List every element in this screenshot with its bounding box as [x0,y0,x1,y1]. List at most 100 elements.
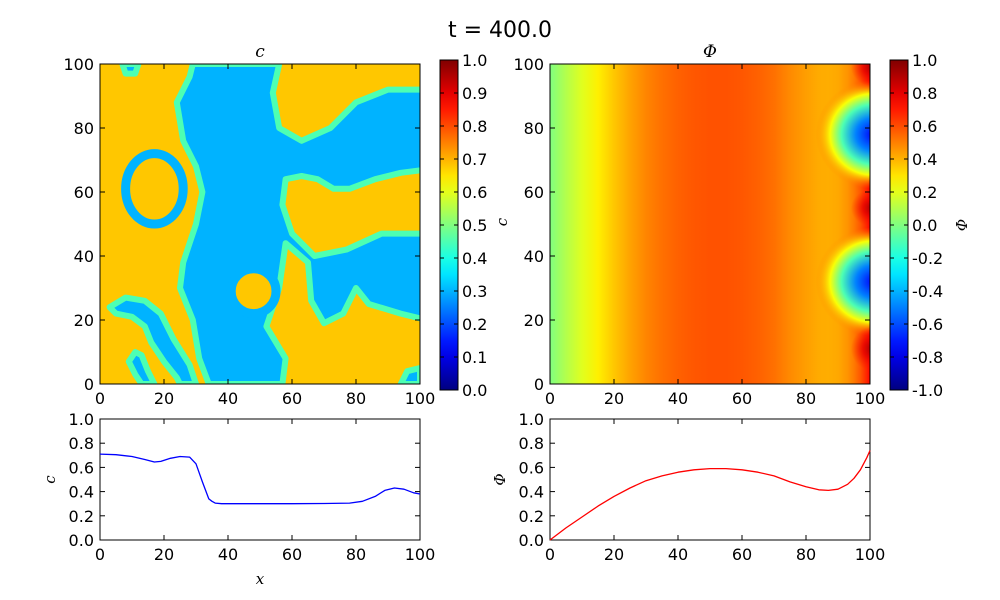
phi-profile-ytick-label: 0.6 [519,458,544,477]
phi-field-ytick-label: 60 [524,183,544,202]
phi-field-colorbar-tick-label: 0.8 [912,84,937,103]
phi-field-background [550,64,870,384]
c-profile-ytick-label: 0.6 [69,458,94,477]
phi-field-colorbar-label: Φ [952,219,970,231]
phi-field-frame [549,63,871,385]
phi-profile-xtick-label: 100 [855,545,886,564]
c-profile-xtick-label: 20 [154,545,174,564]
c-field-low-region [106,294,199,384]
phi-field-ytick-label: 20 [524,311,544,330]
c-field-ytick-label: 60 [74,183,94,202]
c-field-ytick-label: 100 [63,55,94,74]
c-profile-ylabel: c [41,475,59,484]
c-profile-ytick-label: 1.0 [69,410,94,429]
phi-profile-ytick-label: 0.2 [519,507,544,526]
c-field-colorbar-tick-label: 0.7 [462,150,487,169]
c-field-xtick-label: 80 [346,389,366,408]
c-field-xtick-label: 0 [95,389,105,408]
c-field-xtick-label: 20 [154,389,174,408]
phi-field-negative-spot [815,80,870,189]
phi-field-ytick-label: 100 [513,55,544,74]
phi-profile-xtick-label: 0 [545,545,555,564]
phi-field-ytick-label: 0 [534,375,544,394]
phi-field-negative-spot [815,227,870,336]
phi-field-positive-spot [850,326,870,371]
c-profile-ytick-label: 0.4 [69,483,94,502]
c-field-colorbar-tick-label: 0.3 [462,282,487,301]
c-profile-xtick-label: 60 [282,545,302,564]
c-field-xtick-label: 60 [282,389,302,408]
c-field-ytick-label: 80 [74,119,94,138]
phi-field-colorbar-tick-label: 0.2 [912,183,937,202]
phi-profile-xtick-label: 80 [796,545,816,564]
phi-field-colorbar-tick-label: -0.4 [912,282,943,301]
figure-title: t = 400.0 [448,18,552,43]
phi-field-xtick-label: 0 [545,389,555,408]
phi-field-ytick-label: 80 [524,119,544,138]
c-profile-xtick-label: 100 [405,545,436,564]
c-field-ring [226,264,281,319]
c-field-colorbar-tick-label: 0.9 [462,84,487,103]
c-field-colorbar-tick-label: 0.8 [462,117,487,136]
c-field-colorbar-tick-label: 0.2 [462,315,487,334]
c-field-ytick-label: 40 [74,247,94,266]
phi-profile-ytick-label: 0.8 [519,434,544,453]
phi-field-colorbar-tick-label: 0.4 [912,150,937,169]
c-field-low-region [125,349,158,384]
c-field-low-region [119,64,142,77]
c-field-colorbar-tick-label: 0.0 [462,381,487,400]
c-field-colorbar-tick-label: 0.1 [462,348,487,367]
phi-field-positive-spot [850,189,870,227]
phi-field-xtick-label: 20 [604,389,624,408]
phi-field-colorbar-tick-label: -0.2 [912,249,943,268]
c-profile-ytick-label: 0.8 [69,434,94,453]
phi-field-title: Φ [703,42,717,62]
c-profile-ytick-label: 0.2 [69,507,94,526]
phi-profile-xtick-label: 20 [604,545,624,564]
c-profile-frame [99,418,421,541]
phi-profile-line [549,450,871,541]
c-profile-xtick-label: 40 [218,545,238,564]
phi-field-colorbar-tick-label: 0.6 [912,117,937,136]
c-field-colorbar-tick-label: 0.6 [462,183,487,202]
c-profile-xlabel: x [256,570,265,588]
c-field-xtick-label: 100 [405,389,436,408]
phi-field-positive-spot [850,64,870,87]
phi-profile-ytick-label: 0.0 [519,531,544,550]
phi-field-colorbar-tick-label: -0.8 [912,348,943,367]
c-field-colorbar-tick-label: 0.4 [462,249,487,268]
phi-profile-ylabel: Φ [491,473,509,485]
c-profile-xtick-label: 80 [346,545,366,564]
phi-field-ylabel: c [493,217,511,226]
phi-profile-ytick-label: 0.4 [519,483,544,502]
c-field-frame [99,63,421,385]
c-field-xtick-label: 40 [218,389,238,408]
phi-field-xtick-label: 60 [732,389,752,408]
phi-profile-xtick-label: 60 [732,545,752,564]
phi-field-xtick-label: 80 [796,389,816,408]
phi-field-colorbar-tick-label: -0.6 [912,315,943,334]
phi-field-colorbar-tick-label: 1.0 [912,51,937,70]
c-profile-line [99,453,421,505]
phi-field-ytick-label: 40 [524,247,544,266]
phi-profile-ytick-label: 1.0 [519,410,544,429]
phi-profile-xtick-label: 40 [668,545,688,564]
phi-profile-frame [549,418,871,541]
phi-field-colorbar-tick-label: 0.0 [912,216,937,235]
c-field-ytick-label: 20 [74,311,94,330]
c-field-image [100,64,420,384]
chart-layer: 0 20 40 60 80 100 0 20 40 60 80 100 c 0.0 0.1 0.2 0.3 0.4… [41,42,970,588]
c-field-ytick-label: 0 [84,375,94,394]
c-field-colorbar-tick-label: 0.5 [462,216,487,235]
phi-field-colorbar-tick-label: -1.0 [912,381,943,400]
c-field-low-region [397,365,420,384]
c-field-colorbar-tick-label: 1.0 [462,51,487,70]
c-profile-xtick-label: 0 [95,545,105,564]
c-field-title: c [255,42,265,62]
c-profile-ytick-label: 0.0 [69,531,94,550]
phi-field-xtick-label: 40 [668,389,688,408]
phi-field-xtick-label: 100 [855,389,886,408]
c-field-ring [121,149,188,229]
phi-field-image [550,64,870,384]
